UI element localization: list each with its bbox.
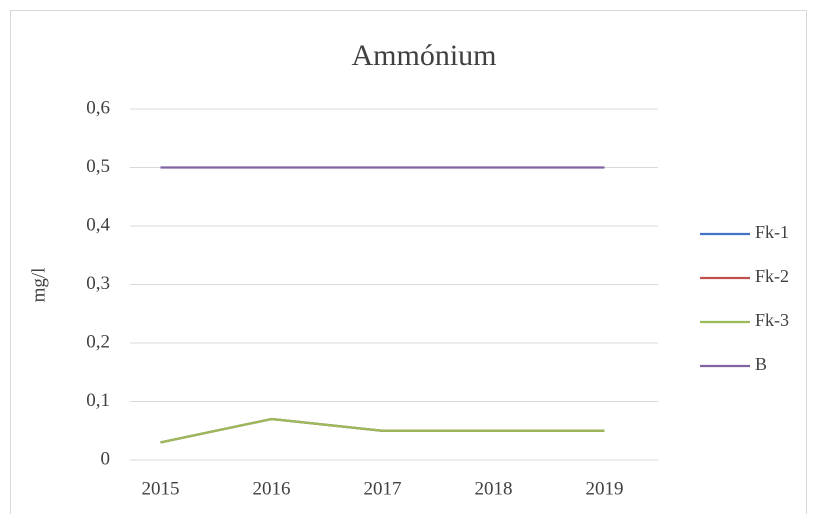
legend-label: B <box>755 354 767 374</box>
legend-label: Fk-1 <box>755 222 789 242</box>
y-tick-label: 0,1 <box>86 390 110 411</box>
y-tick-label: 0,5 <box>86 156 110 177</box>
x-tick-label: 2017 <box>364 478 402 499</box>
series-line <box>160 417 605 444</box>
x-tick-label: 2019 <box>586 478 624 499</box>
y-tick-label: 0,3 <box>86 273 110 294</box>
y-tick-label: 0 <box>101 448 111 469</box>
legend-label: Fk-2 <box>755 266 789 286</box>
chart-title: Ammónium <box>351 39 496 72</box>
y-tick-label: 0,6 <box>86 97 110 118</box>
x-tick-label: 2015 <box>142 478 180 499</box>
y-axis-title: mg/l <box>28 268 49 303</box>
legend-label: Fk-3 <box>755 310 789 330</box>
y-tick-label: 0,2 <box>86 331 110 352</box>
x-tick-label: 2016 <box>253 478 291 499</box>
chart-border <box>10 10 807 514</box>
y-tick-label: 0,4 <box>86 214 110 235</box>
x-tick-label: 2018 <box>475 478 513 499</box>
